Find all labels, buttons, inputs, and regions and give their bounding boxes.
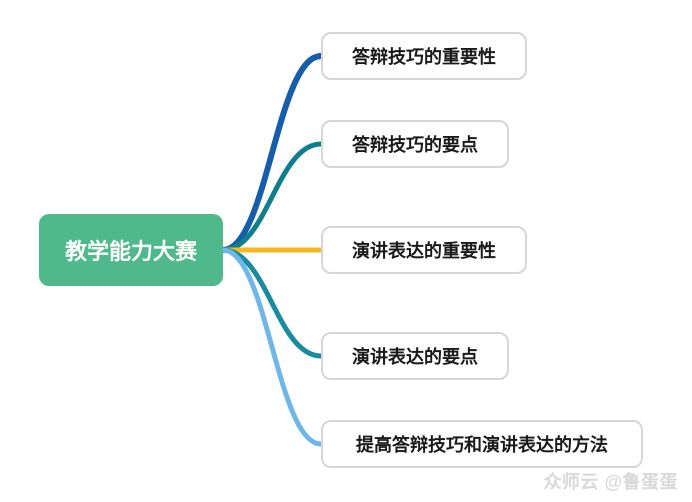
child-label: 答辩技巧的重要性 [352, 43, 496, 69]
edge [223, 56, 321, 250]
child-label: 答辩技巧的要点 [352, 131, 478, 157]
edge [223, 250, 321, 444]
root-label: 教学能力大赛 [65, 234, 197, 266]
child-node: 答辩技巧的重要性 [321, 32, 527, 80]
child-label: 演讲表达的重要性 [352, 237, 496, 263]
child-node: 演讲表达的要点 [321, 332, 509, 380]
root-node: 教学能力大赛 [39, 214, 223, 286]
child-label: 提高答辩技巧和演讲表达的方法 [356, 431, 608, 457]
child-node: 提高答辩技巧和演讲表达的方法 [321, 420, 643, 468]
child-node: 演讲表达的重要性 [321, 226, 527, 274]
edge [223, 250, 321, 356]
child-label: 演讲表达的要点 [352, 343, 478, 369]
child-node: 答辩技巧的要点 [321, 120, 509, 168]
edge [223, 144, 321, 250]
mindmap-canvas: 教学能力大赛 答辩技巧的重要性答辩技巧的要点演讲表达的重要性演讲表达的要点提高答辩… [0, 0, 692, 502]
watermark: 众师云 @鲁蛋蛋 [543, 468, 678, 494]
